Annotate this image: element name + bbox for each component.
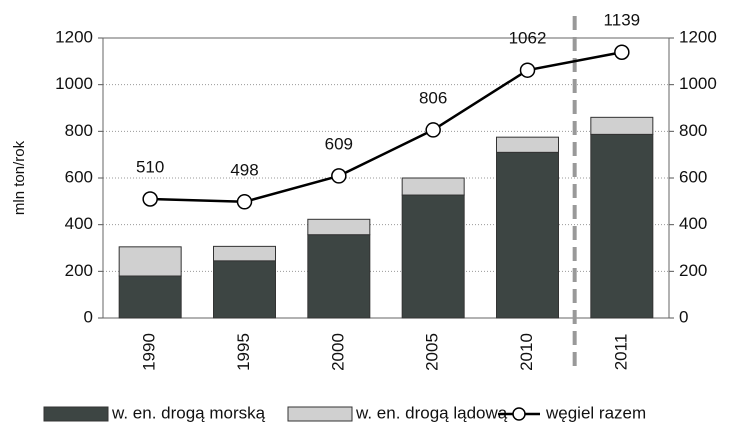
- data-label: 498: [230, 160, 258, 179]
- y-tick-label: 400: [65, 214, 93, 233]
- x-tick-label: 2011: [611, 334, 630, 371]
- bar: [496, 136, 559, 153]
- y2-tick-label: 0: [679, 307, 688, 326]
- data-label: 510: [136, 157, 164, 176]
- y-tick-label: 800: [65, 121, 93, 140]
- x-tick-label: 2010: [517, 333, 536, 371]
- bar: [401, 177, 465, 196]
- bar: [213, 260, 276, 319]
- x-tick-label: 2000: [328, 333, 347, 371]
- line-marker: [331, 168, 347, 184]
- bar: [401, 194, 465, 319]
- data-label: 609: [325, 134, 353, 153]
- bar: [590, 116, 654, 135]
- bar: [590, 133, 654, 319]
- y-tick-label: 200: [65, 261, 93, 280]
- line-marker: [519, 62, 536, 78]
- y-tick-label: 1000: [55, 74, 93, 93]
- y-axis-label: mln ton/rok: [11, 140, 28, 215]
- y-tick-label: 0: [84, 307, 93, 326]
- line-marker: [425, 122, 441, 138]
- y2-tick-label: 1000: [679, 74, 717, 93]
- plot-border: [102, 37, 670, 319]
- y2-tick-label: 200: [679, 261, 707, 280]
- data-label: 1062: [509, 29, 547, 48]
- bar: [213, 245, 276, 262]
- y2-tick-label: 800: [679, 121, 707, 140]
- line-marker: [236, 194, 253, 210]
- legend-marker: [512, 407, 526, 421]
- x-tick-label: 2005: [423, 333, 442, 371]
- y-tick-label: 1200: [55, 27, 93, 46]
- y2-tick-label: 1200: [679, 27, 717, 46]
- legend-label: w. en. drogą morską: [111, 403, 266, 422]
- bar: [118, 246, 182, 277]
- line-marker: [614, 44, 630, 60]
- bar: [496, 151, 559, 319]
- x-tick-label: 1995: [234, 333, 253, 371]
- data-label: 1139: [604, 11, 641, 30]
- legend-label: węgiel razem: [545, 403, 646, 422]
- legend-swatch: [287, 406, 353, 422]
- line-marker: [142, 191, 158, 207]
- x-tick-label: 1990: [140, 333, 159, 371]
- y-tick-label: 600: [65, 167, 93, 186]
- legend-label: w. en. drogą lądową: [355, 403, 508, 422]
- legend-swatch: [43, 406, 109, 422]
- y2-tick-label: 600: [679, 167, 707, 186]
- bar: [307, 234, 371, 319]
- line: [150, 51, 623, 204]
- bar: [307, 218, 371, 236]
- bar: [118, 275, 182, 319]
- y2-tick-label: 400: [679, 214, 707, 233]
- data-label: 806: [419, 88, 447, 107]
